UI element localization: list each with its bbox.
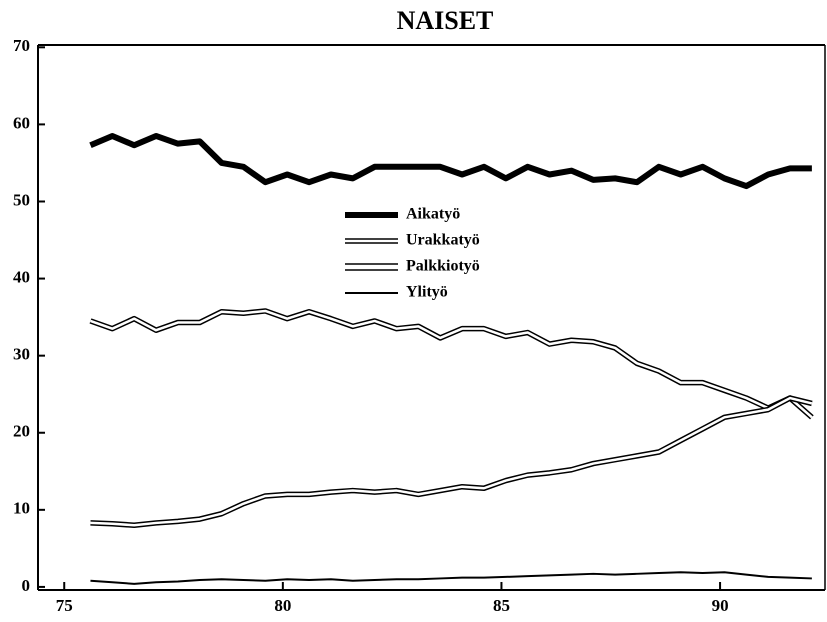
legend-label: Palkkiotyö [406,258,480,275]
y-tick-label: 40 [13,267,30,286]
x-tick-label: 85 [493,596,510,615]
x-tick-label: 80 [274,596,291,615]
legend-label: Urakkatyö [406,232,480,249]
y-tick-label: 50 [13,190,30,209]
legend-label: Aikatyö [406,206,460,223]
series-line-inner [90,309,813,419]
series-line-inner [90,396,813,527]
y-tick-label: 10 [13,499,30,518]
y-tick-label: 20 [13,422,30,441]
chart-title: NAISET [397,6,494,35]
y-tick-label: 0 [22,576,31,595]
series-line [90,571,812,585]
x-tick-label: 90 [712,596,729,615]
series-line [89,132,812,190]
series-line [90,395,813,528]
y-tick-label: 30 [13,345,30,364]
y-tick-label: 60 [13,113,30,132]
y-tick-label: 70 [13,36,30,55]
legend-label: Ylityö [406,284,448,301]
x-tick-label: 75 [56,596,73,615]
series-line [89,308,814,420]
